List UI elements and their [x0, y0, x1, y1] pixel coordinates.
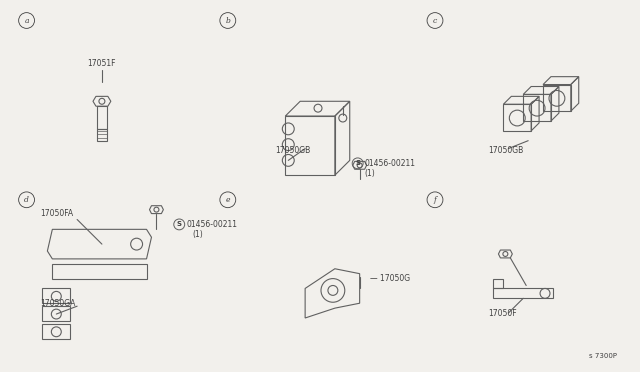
- Text: (1): (1): [192, 230, 203, 239]
- Text: 17051F: 17051F: [87, 60, 116, 68]
- Text: d: d: [24, 196, 29, 204]
- Text: S: S: [177, 221, 182, 227]
- Text: c: c: [433, 16, 437, 25]
- Text: e: e: [225, 196, 230, 204]
- Text: b: b: [225, 16, 230, 25]
- Text: 17050GB: 17050GB: [275, 145, 310, 154]
- Text: (1): (1): [365, 169, 375, 178]
- Text: 17050F: 17050F: [488, 309, 517, 318]
- Text: 01456-00211: 01456-00211: [365, 159, 415, 168]
- Text: — 17050G: — 17050G: [369, 274, 410, 283]
- Text: f: f: [433, 196, 436, 204]
- Text: a: a: [24, 16, 29, 25]
- Text: 17050FA: 17050FA: [40, 209, 74, 218]
- Text: s 7300P: s 7300P: [589, 353, 618, 359]
- Text: 17050GA: 17050GA: [40, 299, 76, 308]
- Text: 01456-00211: 01456-00211: [186, 220, 237, 229]
- Text: 17050GB: 17050GB: [488, 145, 524, 154]
- Text: S: S: [355, 160, 360, 166]
